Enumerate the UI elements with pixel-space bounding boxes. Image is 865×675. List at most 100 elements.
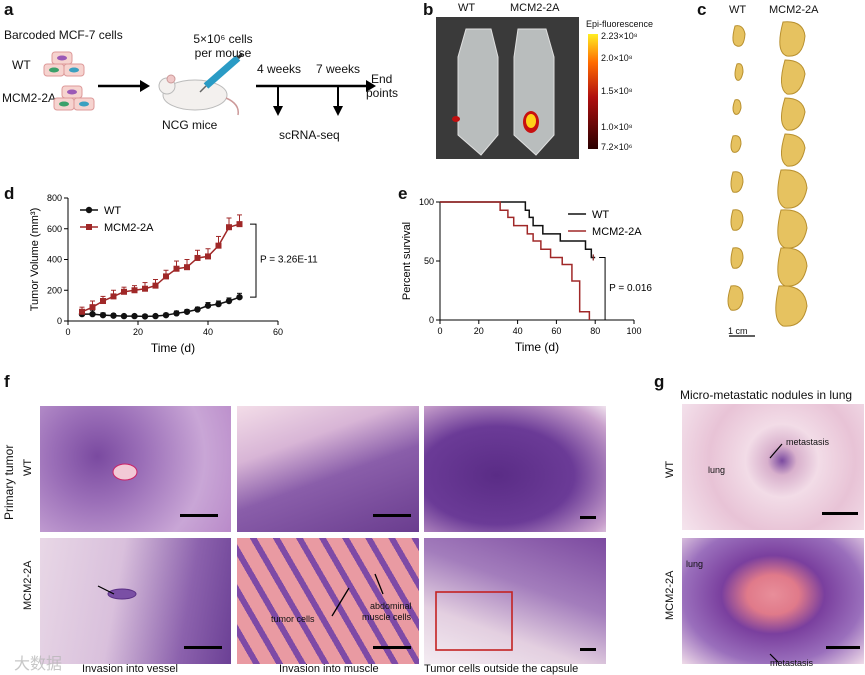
annot-muscle-2: muscle cells (362, 612, 412, 622)
panel-b-imaging (436, 17, 579, 159)
tumor-wt-1 (732, 25, 746, 47)
histology-wt-muscle (237, 406, 419, 532)
legend-label-0: WT (592, 209, 609, 221)
y-tick-label: 600 (47, 224, 62, 234)
panel-g-title: Micro-metastatic nodules in lung (680, 388, 853, 402)
colorbar-tick-4: 7.2×10⁶ (601, 142, 633, 152)
panel-a-end1: End (371, 72, 393, 86)
legend-marker (86, 224, 92, 230)
data-point (226, 224, 232, 231)
panel-a-t2: 7 weeks (316, 62, 361, 76)
panel-a-schematic (43, 51, 376, 116)
p-value-label: P = 3.26E-11 (260, 255, 318, 266)
watermark: 大数据 (14, 656, 63, 673)
y-tick-label: 50 (424, 256, 434, 266)
x-tick-label: 60 (551, 326, 561, 336)
data-point (121, 288, 127, 295)
tumor-mut-4 (781, 133, 806, 167)
tumor-mut-6 (777, 209, 808, 249)
panel-label-d: d (4, 184, 15, 203)
scale-bar (580, 648, 596, 651)
series-line-0 (82, 296, 240, 318)
y-tick-label: 800 (47, 193, 62, 203)
panel-a-t1: 4 weeks (257, 62, 302, 76)
tumor-wt-3 (732, 99, 742, 115)
data-point (225, 297, 233, 305)
data-point (194, 306, 201, 313)
arrow-icon (769, 443, 783, 459)
histology-g-mut (682, 538, 864, 664)
y-tick-label: 0 (57, 316, 62, 326)
data-point (194, 254, 201, 261)
highlight-box (435, 591, 513, 651)
data-point (205, 253, 211, 260)
histology-mut-muscle (237, 538, 419, 664)
wt-cells-icon (43, 51, 85, 77)
colorbar (588, 34, 598, 149)
data-point (152, 282, 159, 289)
x-tick-label: 0 (437, 326, 442, 336)
x-tick-label: 20 (474, 326, 484, 336)
data-point (89, 310, 96, 318)
x-tick-label: 100 (626, 326, 641, 336)
scale-bar (826, 646, 860, 649)
panel-a-cells-line2: per mouse (194, 46, 252, 60)
x-axis-label: Time (d) (151, 341, 195, 355)
data-point (163, 273, 169, 280)
panel-a-mice-label: NCG mice (162, 118, 218, 132)
arrow-icon (374, 573, 384, 595)
panel-b-mut: MCM2-2A (510, 2, 560, 14)
scale-bar (184, 646, 222, 649)
caption-muscle: Invasion into muscle (279, 663, 379, 675)
histology-mut-capsule (424, 538, 606, 664)
tumor-mut-8 (775, 285, 808, 327)
tumor-wt-6 (730, 209, 744, 231)
data-point (142, 285, 148, 292)
data-point (100, 298, 106, 305)
annot-muscle-1: abdominal (370, 601, 412, 611)
y-tick-label: 100 (419, 197, 434, 207)
scale-bar (580, 516, 596, 519)
x-tick-label: 20 (133, 327, 143, 337)
g-wt-lung: lung (708, 465, 726, 475)
y-tick-label: 0 (429, 315, 434, 325)
panel-a-wt-label: WT (12, 58, 31, 72)
y-tick-label: 400 (47, 255, 62, 265)
data-point (120, 312, 128, 320)
panel-g-row-mut: MCM2-2A (664, 570, 676, 620)
panel-b-wt: WT (458, 2, 476, 14)
panel-f-row-wt: WT (22, 458, 34, 476)
g-mut-lung: lung (686, 559, 704, 569)
data-point (131, 287, 138, 294)
panel-a-cells-line1: 5×10⁶ cells (193, 32, 253, 46)
chart-tumor-volume: 0 200 400 600 800 0 20 40 60 Time (d) Tumor Volume… (29, 193, 318, 355)
series-line-0 (440, 201, 596, 259)
x-tick-label: 0 (65, 327, 70, 337)
x-tick-label: 40 (513, 326, 523, 336)
data-point (99, 311, 107, 319)
histology-g-wt (682, 404, 864, 530)
x-tick-label: 40 (203, 327, 213, 337)
tumor-wt-8 (727, 285, 744, 311)
tumor-mut-3 (781, 97, 806, 131)
g-mut-metastasis: metastasis (770, 658, 814, 668)
histology-wt-vessel (40, 406, 231, 532)
panel-f-row-mut: MCM2-2A (22, 560, 34, 610)
panel-label-g: g (654, 372, 665, 391)
panel-c-wt: WT (729, 4, 747, 16)
arrow-icon (97, 585, 115, 595)
data-point (204, 302, 212, 309)
tumor-mut-1 (779, 21, 806, 57)
y-axis-label: Tumor Volume (mm³) (29, 208, 41, 312)
panel-a-scrna: scRNA-seq (279, 128, 340, 142)
legend-label-0: WT (104, 205, 121, 217)
data-point (236, 293, 243, 301)
y-tick-label: 200 (47, 285, 62, 295)
mouse-wt-image (457, 28, 499, 156)
legend-label-1: MCM2-2A (104, 222, 154, 234)
caption-vessel: Invasion into vessel (82, 663, 178, 675)
data-point (89, 304, 96, 311)
panel-g-row-wt: WT (664, 460, 676, 478)
colorbar-tick-3: 1.0×10⁸ (601, 122, 633, 132)
significance-bracket (599, 256, 606, 321)
